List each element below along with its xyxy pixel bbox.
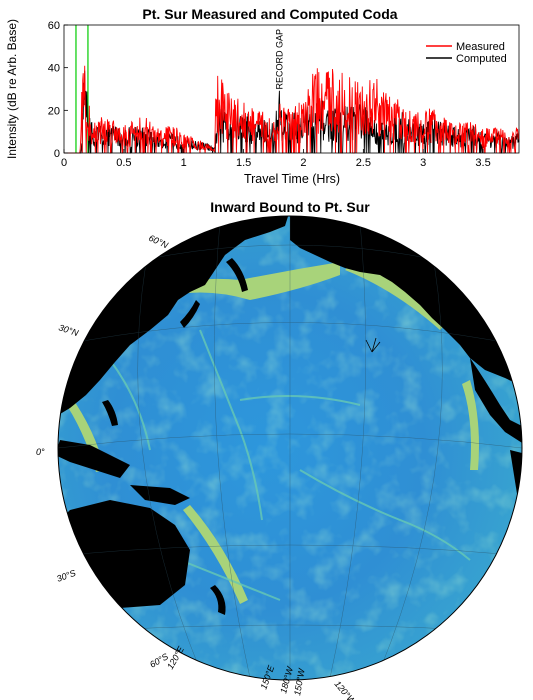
x-tick-label-0: 0 (61, 157, 67, 169)
lon-label-120w: 120°W (332, 679, 358, 700)
ridges (109, 329, 471, 601)
legend-label-computed: Computed (456, 53, 507, 65)
y-axis-label: Intensity (dB re Arb. Base) (5, 19, 19, 159)
graticule (58, 216, 522, 680)
legend-label-measured: Measured (456, 41, 505, 53)
x-tick-label-7: 3.5 (475, 157, 490, 169)
lat-label-30s: 30°S (55, 568, 77, 584)
x-tick-label-6: 3 (420, 157, 426, 169)
ocean-map: Inward Bound to Pt. Sur (36, 199, 523, 700)
japan (180, 300, 200, 328)
globe-outline (57, 215, 523, 681)
indonesia (58, 440, 130, 478)
chart-title: Pt. Sur Measured and Computed Coda (142, 6, 397, 22)
new-guinea (130, 485, 190, 505)
x-tick-label-5: 2.5 (356, 157, 371, 169)
lon-label-150w: 150°W (292, 666, 307, 696)
x-axis-ticks: 0 0.5 1 1.5 2 2.5 3 3.5 (61, 149, 491, 169)
x-axis-label: Travel Time (Hrs) (244, 172, 340, 186)
kamchatka (226, 258, 248, 292)
plot-area: 0 0.5 1 1.5 2 2.5 3 3.5 0 20 40 60 RECORD GAP (48, 20, 520, 169)
y-tick-label-2: 40 (48, 63, 60, 75)
new-zealand (210, 585, 226, 615)
y-tick-label-1: 20 (48, 105, 60, 117)
y-axis-ticks: 0 20 40 60 (48, 20, 68, 160)
y-tick-label-3: 60 (48, 20, 60, 32)
philippines (102, 400, 118, 426)
lat-label-30n: 30°N (57, 322, 80, 338)
x-tick-label-1: 0.5 (116, 157, 131, 169)
x-tick-label-4: 2 (300, 157, 306, 169)
y-tick-label-0: 0 (54, 148, 60, 160)
coda-chart: Pt. Sur Measured and Computed Coda 0 0.5 1… (5, 6, 520, 186)
x-tick-label-3: 1.5 (236, 157, 251, 169)
lat-label-60n: 60°N (147, 233, 170, 251)
globe (58, 216, 522, 680)
ray-fan (365, 337, 381, 353)
lat-label-0: 0° (36, 447, 45, 457)
record-gap-annotation: RECORD GAP (275, 29, 285, 90)
x-tick-label-2: 1 (181, 157, 187, 169)
map-title: Inward Bound to Pt. Sur (210, 199, 370, 215)
legend: Measured Computed (426, 41, 507, 65)
central-america (470, 358, 522, 448)
